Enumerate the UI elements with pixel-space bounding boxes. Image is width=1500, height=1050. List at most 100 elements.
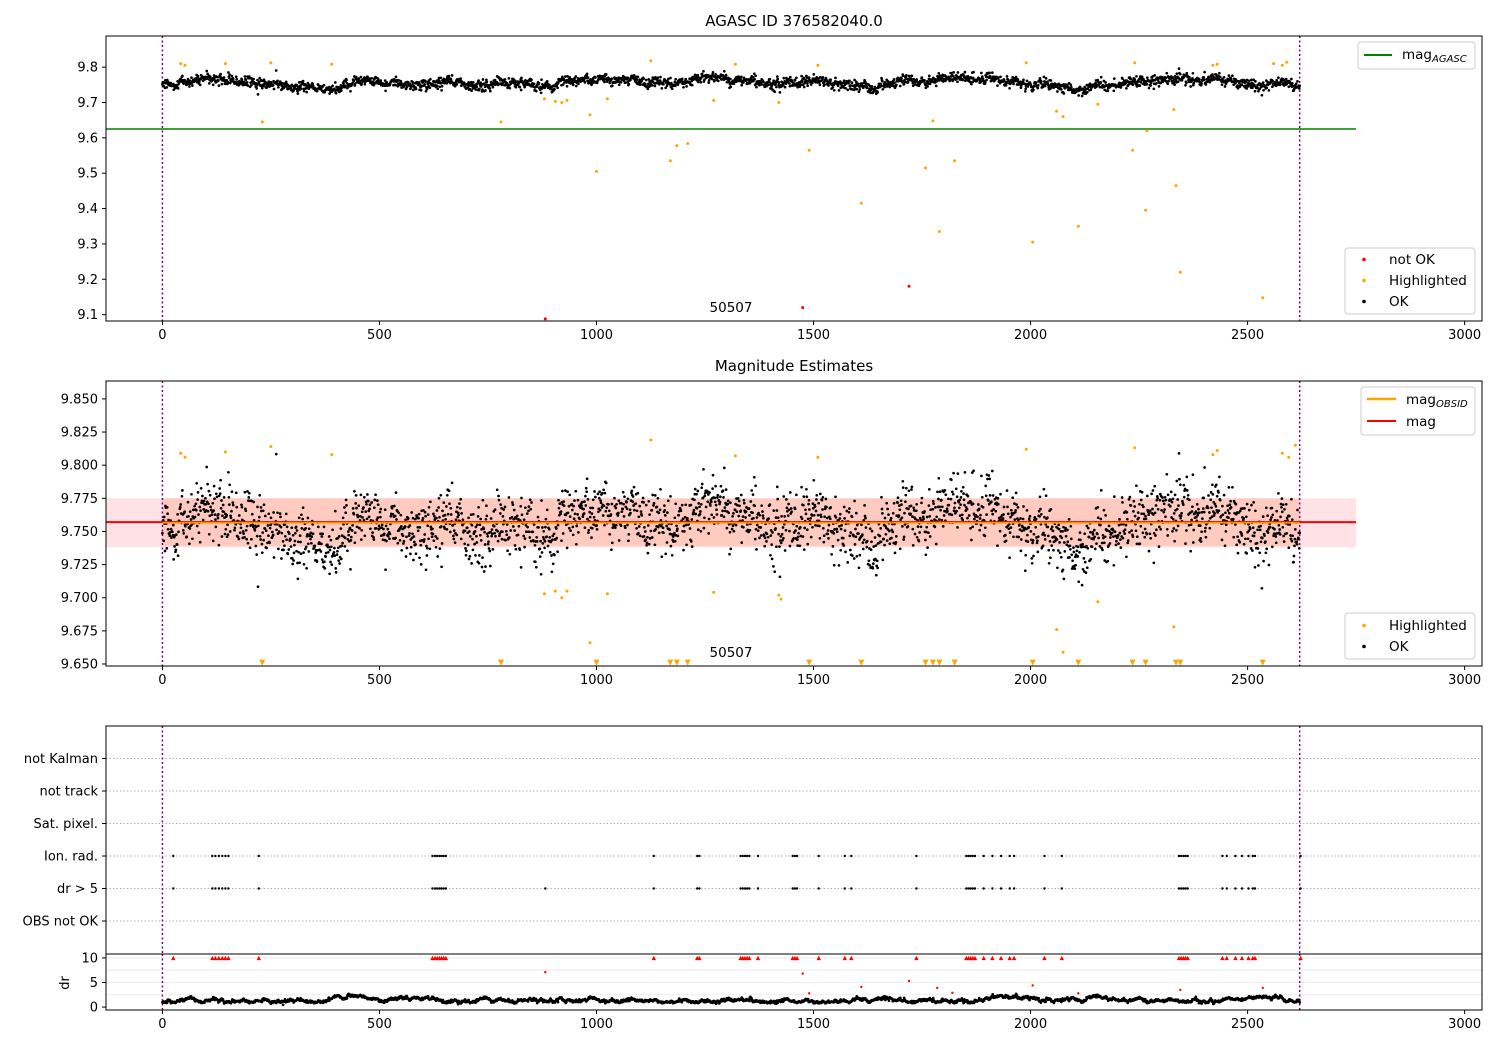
ok-point xyxy=(769,534,773,537)
ok-point xyxy=(980,75,984,78)
ok-point xyxy=(841,81,844,85)
ok-point xyxy=(889,516,893,520)
y-tick-label: 9.8 xyxy=(77,61,98,76)
ok-point xyxy=(1145,76,1149,80)
ok-point xyxy=(584,76,588,80)
ok-point xyxy=(690,545,694,548)
highlighted-point xyxy=(686,142,690,145)
ok-point xyxy=(548,550,552,554)
ok-point xyxy=(237,514,241,517)
ok-point xyxy=(844,550,847,554)
ok-point xyxy=(900,503,903,506)
ok-point xyxy=(971,502,975,506)
ok-point xyxy=(551,562,555,566)
ok-point xyxy=(329,545,333,549)
ok-point xyxy=(411,516,415,520)
ok-point xyxy=(1176,80,1180,84)
ok-point xyxy=(607,503,610,506)
ok-point xyxy=(775,85,778,89)
ok-point xyxy=(600,491,604,495)
ok-point xyxy=(768,503,772,506)
ok-point xyxy=(998,529,1002,533)
ok-point xyxy=(544,525,547,529)
ok-point xyxy=(384,568,387,572)
ok-point xyxy=(1124,523,1128,527)
ok-point xyxy=(436,555,440,558)
highlighted-point xyxy=(605,97,609,101)
ok-point xyxy=(439,525,443,528)
ok-point xyxy=(584,504,588,507)
ok-point xyxy=(1027,525,1031,529)
ok-point xyxy=(272,511,275,514)
ok-point xyxy=(884,532,888,536)
ok-point xyxy=(781,526,785,529)
ok-point xyxy=(1144,517,1148,521)
ok-point xyxy=(629,78,632,82)
ok-point xyxy=(193,504,196,508)
ok-point xyxy=(788,529,791,533)
legend-mag-agasc-sub: AGASC xyxy=(1431,54,1467,65)
ok-point xyxy=(872,545,876,548)
ok-point xyxy=(651,493,655,497)
ok-point xyxy=(1072,546,1075,549)
ok-point xyxy=(301,79,305,83)
ok-point xyxy=(349,539,353,542)
ok-point xyxy=(1227,74,1231,77)
ok-point xyxy=(1271,79,1275,83)
ok-point xyxy=(585,490,589,494)
ok-point xyxy=(491,532,494,536)
ok-point xyxy=(167,81,170,84)
ok-point xyxy=(553,553,556,557)
ok-point xyxy=(763,544,767,548)
ok-point xyxy=(902,535,906,539)
ok-point xyxy=(501,515,505,518)
ok-point xyxy=(458,506,462,510)
ok-point xyxy=(475,541,479,544)
ok-point xyxy=(909,512,912,516)
ok-point xyxy=(363,534,367,538)
ok-point xyxy=(1173,83,1176,87)
ok-point xyxy=(1180,78,1184,82)
ok-point xyxy=(827,84,830,87)
ok-point xyxy=(594,495,597,499)
ok-point xyxy=(832,563,836,567)
ok-point xyxy=(500,506,503,510)
ok-point xyxy=(268,541,272,545)
ok-point xyxy=(799,83,803,87)
ok-point xyxy=(802,495,806,498)
ok-point xyxy=(416,529,420,533)
ok-point xyxy=(1202,78,1206,82)
ok-point xyxy=(277,547,280,551)
ok-point xyxy=(322,83,326,87)
ok-point xyxy=(512,508,516,512)
ok-point xyxy=(632,73,636,77)
ok-point xyxy=(666,499,670,503)
ok-point xyxy=(888,542,892,546)
ok-point xyxy=(575,524,579,528)
ok-point xyxy=(204,496,207,500)
ok-point xyxy=(488,89,492,93)
ok-point xyxy=(913,532,917,536)
ok-point xyxy=(903,80,907,84)
ok-point xyxy=(1082,545,1085,549)
ok-point xyxy=(1229,77,1233,81)
ok-point xyxy=(442,77,446,81)
ok-point xyxy=(1266,80,1269,84)
ok-point xyxy=(945,507,949,511)
ok-point xyxy=(838,524,841,528)
ok-point xyxy=(729,77,732,81)
ok-point xyxy=(206,482,209,486)
ok-point xyxy=(213,513,217,516)
ok-point xyxy=(580,504,583,508)
ok-point xyxy=(358,518,362,522)
ok-point xyxy=(545,508,549,512)
ok-point xyxy=(323,567,327,570)
ok-point xyxy=(1123,528,1127,532)
ok-point xyxy=(481,556,484,559)
ok-point xyxy=(689,503,693,507)
ok-point xyxy=(435,537,439,540)
ok-point xyxy=(511,501,514,504)
ok-point xyxy=(536,515,540,519)
ok-point xyxy=(1112,89,1116,93)
ok-point xyxy=(1032,88,1035,92)
